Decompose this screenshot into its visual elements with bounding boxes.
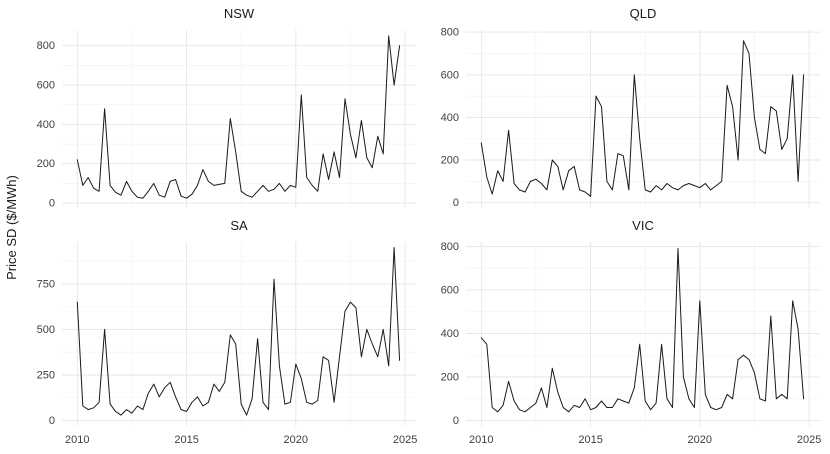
svg-text:800: 800: [441, 27, 459, 39]
y-axis-label: Price SD ($/MWh): [0, 0, 22, 454]
svg-text:500: 500: [37, 324, 55, 336]
panel-title-sa: SA: [230, 218, 248, 233]
panel-title-vic: VIC: [632, 218, 654, 233]
svg-text:400: 400: [37, 119, 55, 131]
svg-text:600: 600: [37, 80, 55, 92]
svg-text:600: 600: [441, 69, 459, 81]
svg-text:2010: 2010: [65, 434, 89, 446]
svg-text:250: 250: [37, 370, 55, 382]
svg-text:0: 0: [49, 198, 55, 210]
svg-text:600: 600: [441, 284, 459, 296]
svg-text:200: 200: [441, 372, 459, 384]
line-plot-vic: 0 200 400 600 800 2010 2015 2020 2025: [441, 241, 822, 446]
svg-text:200: 200: [441, 155, 459, 167]
y-axis-label-text: Price SD ($/MWh): [3, 174, 19, 280]
panel-sa: SA 0 250 500 750 2010 2015 2020 2025: [22, 216, 426, 448]
svg-text:800: 800: [37, 40, 55, 52]
svg-text:0: 0: [453, 197, 459, 209]
svg-text:0: 0: [49, 415, 55, 427]
svg-text:2015: 2015: [174, 434, 198, 446]
panel-title-qld: QLD: [629, 6, 657, 21]
svg-text:400: 400: [441, 328, 459, 340]
line-plot-nsw: 0 200 400 600 800: [37, 30, 416, 210]
svg-text:2025: 2025: [393, 434, 417, 446]
svg-text:400: 400: [441, 112, 459, 124]
svg-text:2015: 2015: [578, 434, 602, 446]
svg-text:2010: 2010: [469, 434, 493, 446]
line-plot-sa: 0 250 500 750 2010 2015 2020 2025: [37, 242, 417, 446]
svg-text:2025: 2025: [797, 434, 821, 446]
svg-text:750: 750: [37, 278, 55, 290]
panels-grid: NSW 0 200 400 600 800 QLD 0 200 400 600 800 SA 0…: [22, 4, 830, 448]
svg-text:0: 0: [453, 415, 459, 427]
line-plot-qld: 0 200 400 600 800: [441, 27, 820, 209]
panel-nsw: NSW 0 200 400 600 800: [22, 4, 426, 216]
svg-text:2020: 2020: [284, 434, 308, 446]
panel-title-nsw: NSW: [223, 6, 255, 21]
panel-qld: QLD 0 200 400 600 800: [426, 4, 830, 216]
svg-text:800: 800: [441, 241, 459, 253]
panel-vic: VIC 0 200 400 600 800 2010 2015 2020 2025: [426, 216, 830, 448]
svg-text:2020: 2020: [688, 434, 712, 446]
svg-text:200: 200: [37, 158, 55, 170]
